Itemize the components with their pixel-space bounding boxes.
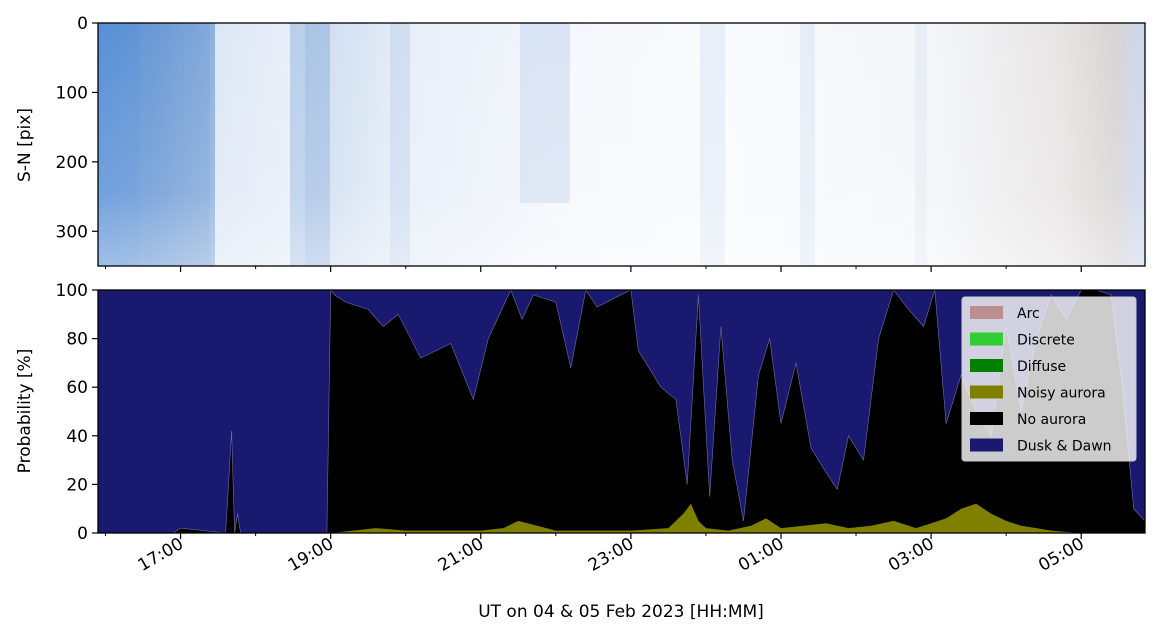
legend: Arc Discrete Diffuse Noisy aurora No aurora D…: [961, 296, 1137, 462]
probability-y-tick-label: 60: [66, 378, 88, 398]
keogram-fade: [98, 23, 1145, 266]
probability-y-label: Probability [%]: [15, 349, 35, 474]
legend-swatch: [970, 306, 1003, 319]
legend-swatch: [970, 359, 1003, 372]
keogram-image: [98, 23, 1145, 266]
keogram-y-ticks: 0 100 200 300: [56, 14, 98, 242]
legend-label: Arc: [1017, 306, 1040, 322]
legend-swatch: [970, 332, 1003, 346]
probability-x-tick-label: 17:00: [135, 534, 187, 576]
legend-swatch: [970, 438, 1003, 452]
keogram-y-tick-label: 100: [56, 83, 88, 103]
probability-x-tick-label: 03:00: [885, 534, 937, 576]
probability-x-tick-label: 19:00: [285, 534, 337, 576]
series-area-noisy-aurora: [98, 503, 1145, 533]
probability-x-tick-label: 23:00: [585, 534, 637, 576]
x-axis-label: UT on 04 & 05 Feb 2023 [HH:MM]: [478, 602, 764, 622]
keogram-x-ticks: [105, 266, 1082, 272]
probability-panel: 0 20 40 60 80 100 17:00 19:00 21:00 23:00 01:00 03…: [15, 281, 1146, 622]
probability-y-tick-label: 40: [66, 427, 88, 447]
probability-y-tick-label: 20: [66, 475, 88, 495]
legend-swatch: [970, 412, 1003, 425]
legend-label: Diffuse: [1017, 359, 1066, 375]
legend-label: Noisy aurora: [1017, 386, 1106, 402]
keogram-y-tick-label: 200: [56, 153, 88, 173]
probability-y-ticks: 0 20 40 60 80 100: [56, 281, 98, 544]
legend-label: No aurora: [1017, 412, 1086, 428]
keogram-y-tick-label: 0: [77, 14, 88, 34]
probability-x-ticks: 17:00 19:00 21:00 23:00 01:00 03:00 05:00: [105, 533, 1088, 576]
probability-x-tick-label: 05:00: [1035, 534, 1087, 576]
legend-swatch: [970, 385, 1003, 399]
probability-y-tick-label: 0: [77, 524, 88, 544]
probability-frame: [97, 289, 1146, 534]
probability-x-tick-label: 21:00: [435, 534, 487, 576]
keogram-frame: [97, 22, 1146, 267]
probability-y-tick-label: 80: [66, 330, 88, 350]
legend-box: [961, 296, 1137, 462]
keogram-y-tick-label: 300: [56, 222, 88, 242]
keogram-panel: 0 100 200 300 S-N [pix]: [15, 14, 1146, 272]
keogram-y-label: S-N [pix]: [15, 108, 35, 182]
probability-y-tick-label: 100: [56, 281, 88, 301]
probability-x-tick-label: 01:00: [735, 534, 787, 576]
legend-label: Discrete: [1017, 333, 1075, 349]
legend-label: Dusk & Dawn: [1017, 439, 1112, 455]
